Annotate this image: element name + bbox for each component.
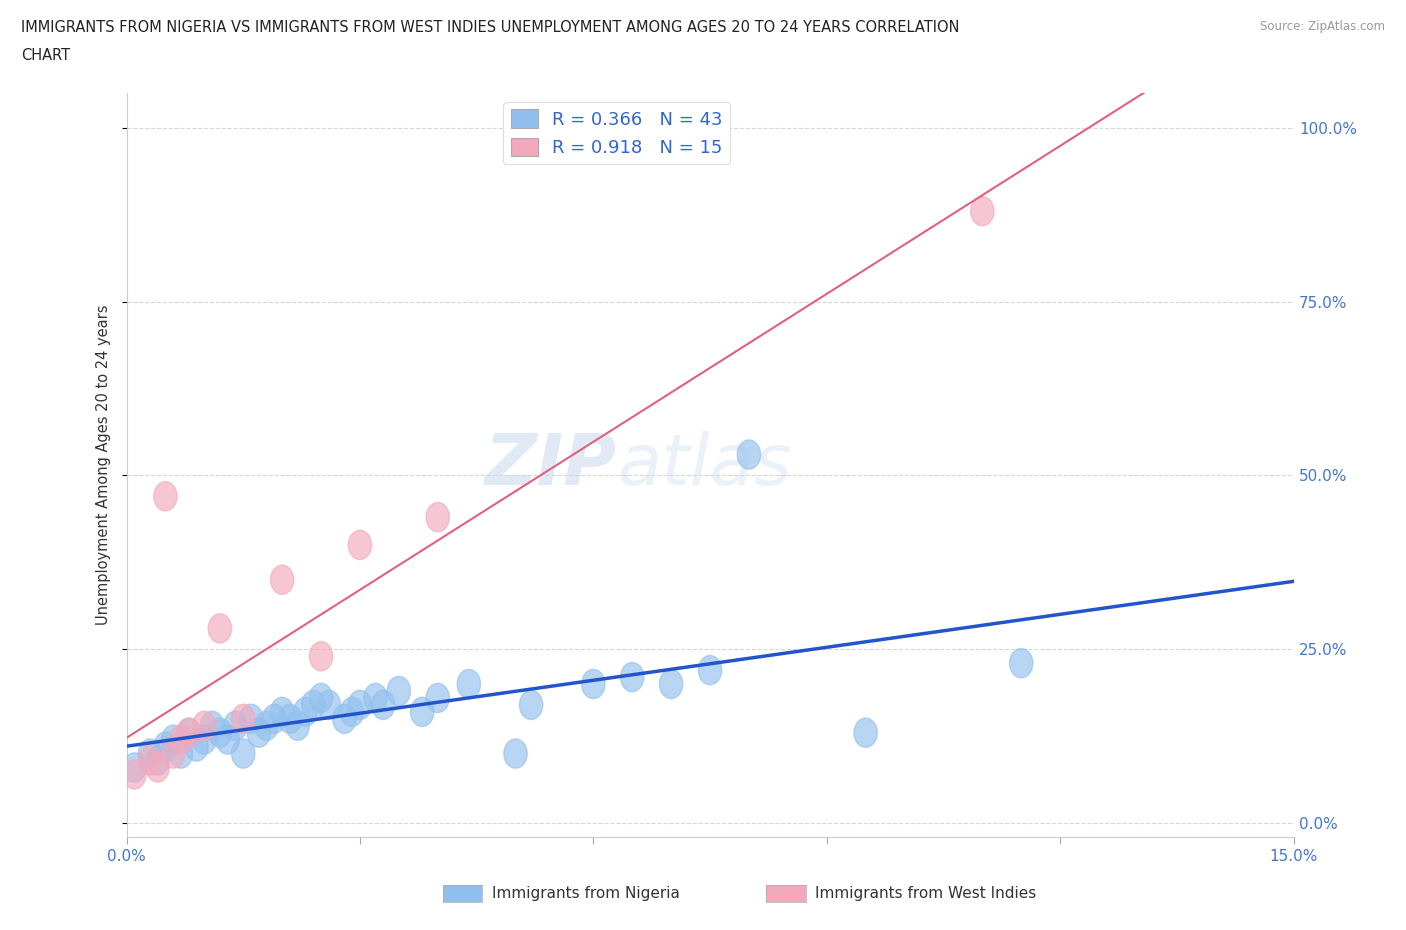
- Text: CHART: CHART: [21, 48, 70, 63]
- Legend: R = 0.366   N = 43, R = 0.918   N = 15: R = 0.366 N = 43, R = 0.918 N = 15: [503, 102, 730, 165]
- Text: Immigrants from Nigeria: Immigrants from Nigeria: [492, 886, 681, 901]
- Text: ZIP: ZIP: [485, 431, 617, 499]
- Y-axis label: Unemployment Among Ages 20 to 24 years: Unemployment Among Ages 20 to 24 years: [96, 305, 111, 625]
- Text: Immigrants from West Indies: Immigrants from West Indies: [815, 886, 1036, 901]
- Text: IMMIGRANTS FROM NIGERIA VS IMMIGRANTS FROM WEST INDIES UNEMPLOYMENT AMONG AGES 2: IMMIGRANTS FROM NIGERIA VS IMMIGRANTS FR…: [21, 20, 959, 35]
- Text: Source: ZipAtlas.com: Source: ZipAtlas.com: [1260, 20, 1385, 33]
- Text: atlas: atlas: [617, 431, 792, 499]
